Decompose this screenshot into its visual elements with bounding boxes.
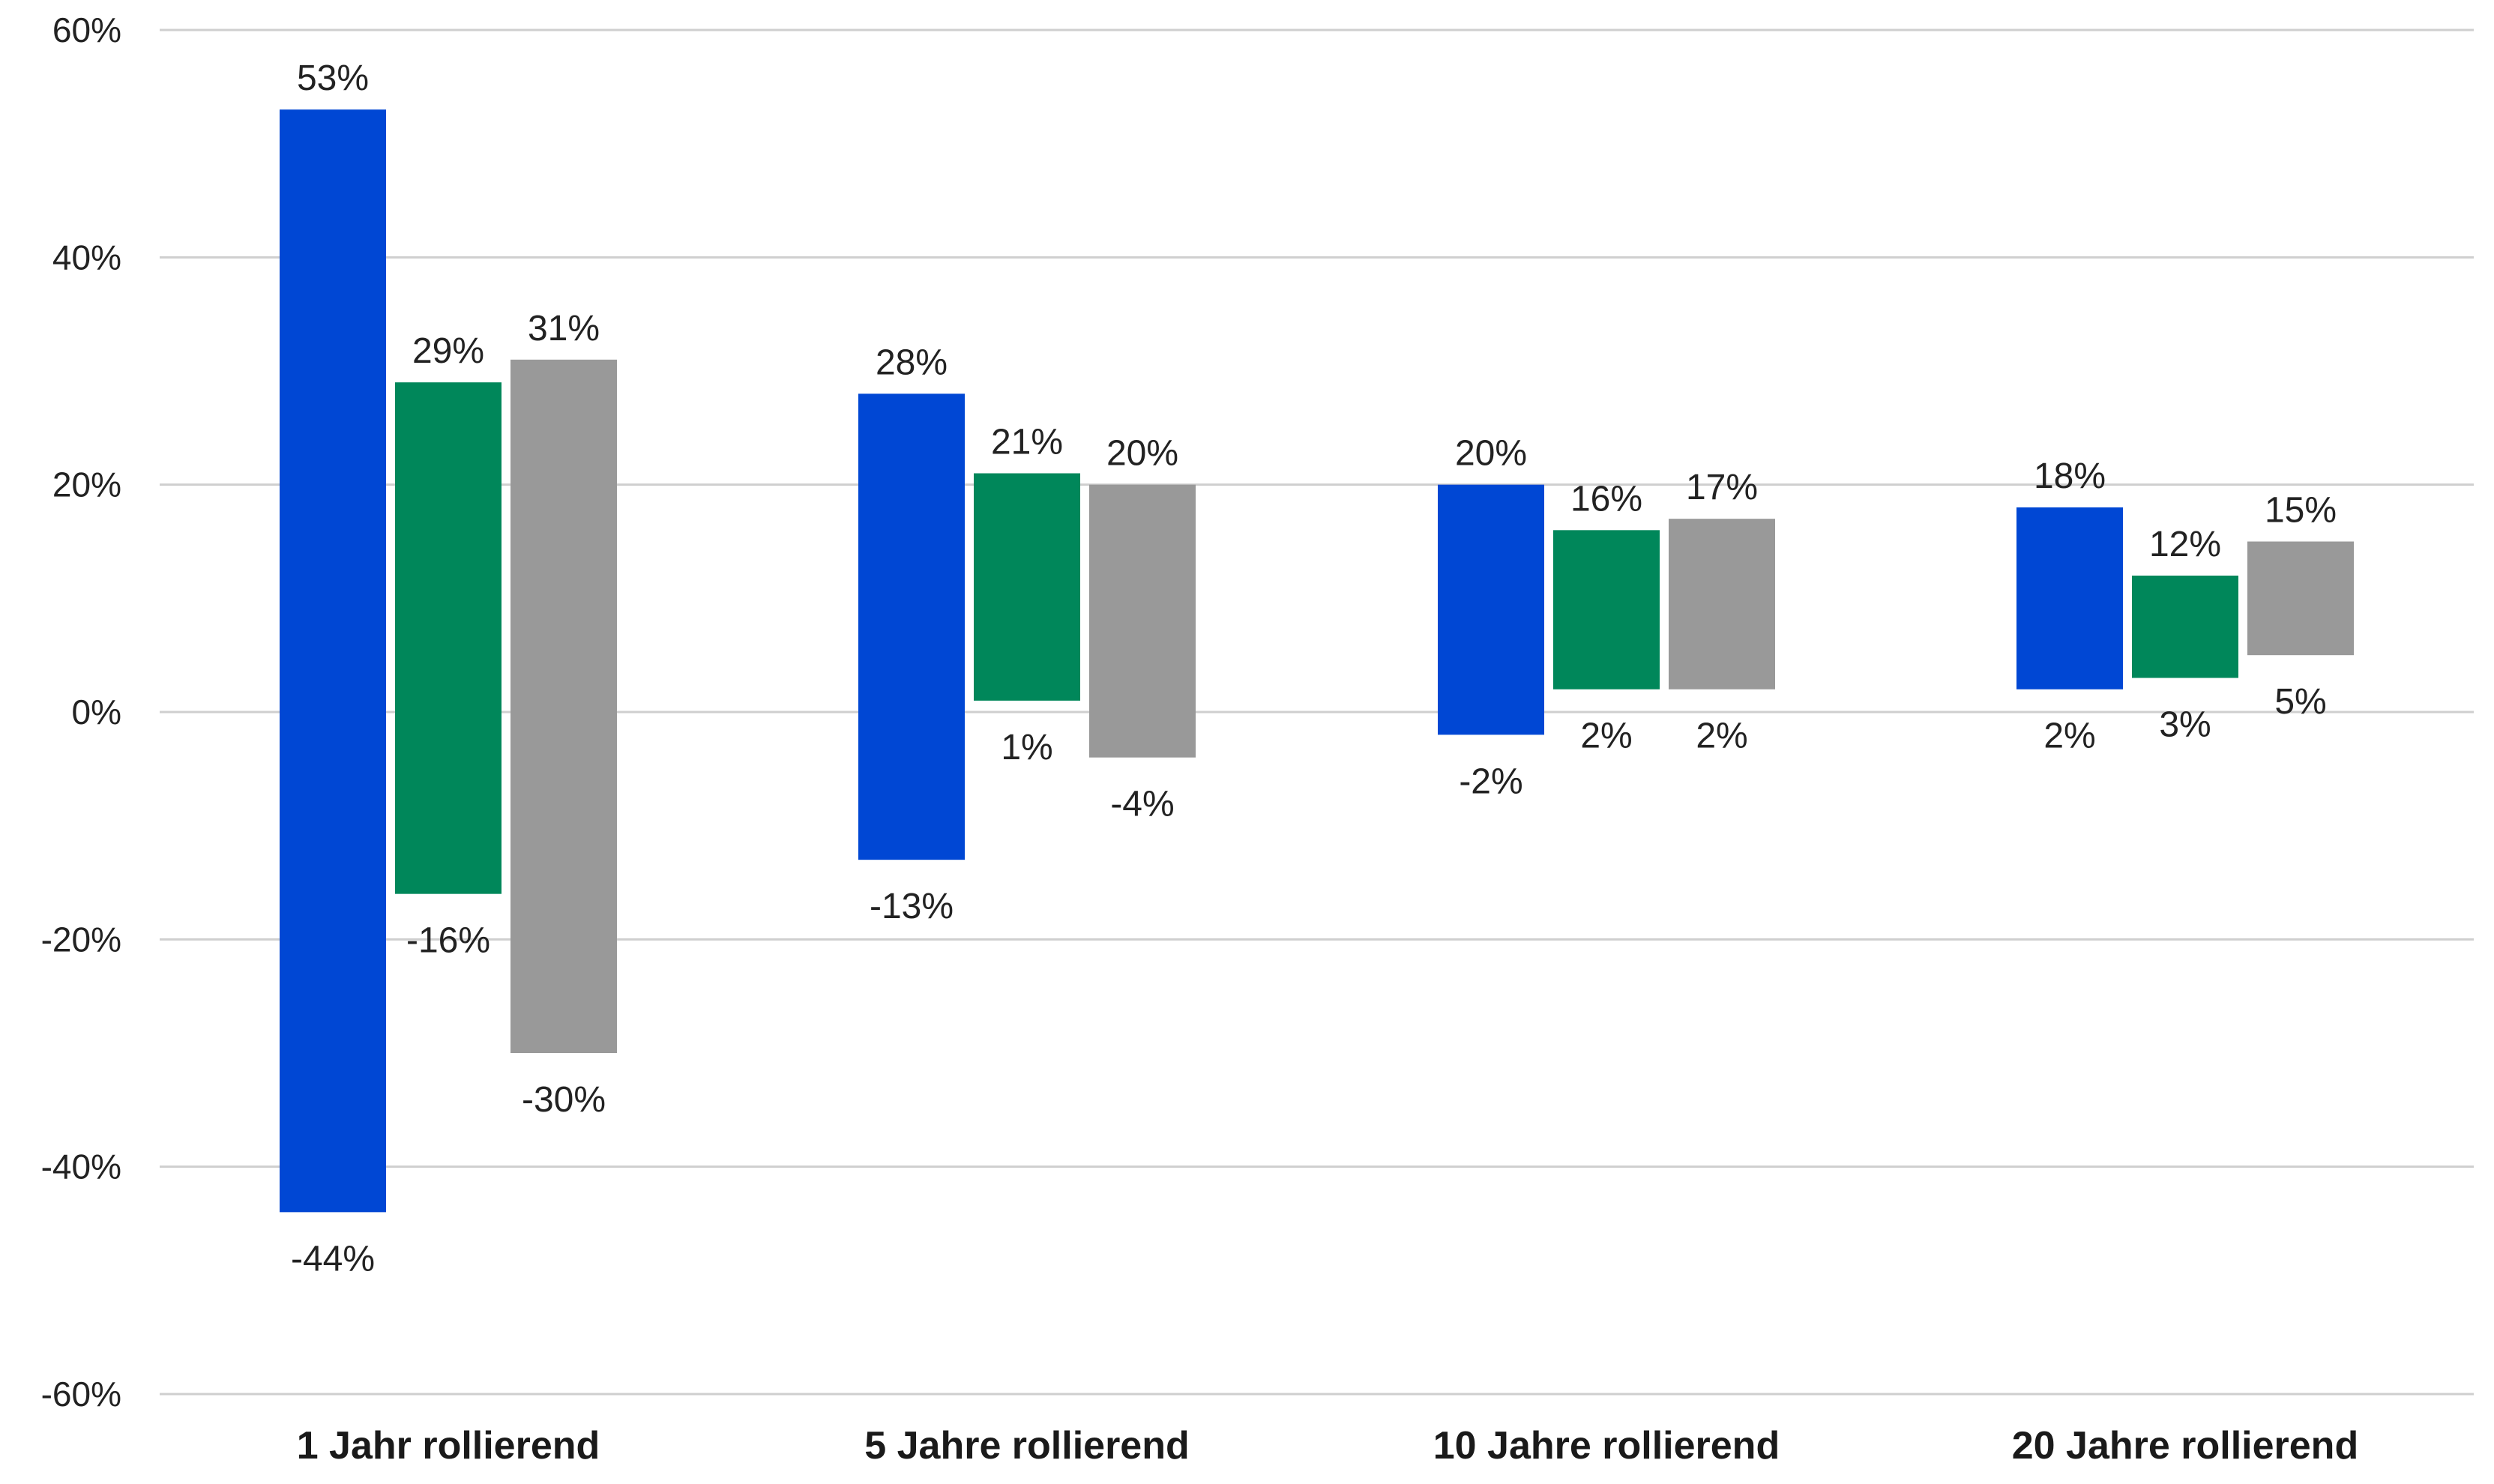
min-value-label: 5% bbox=[2274, 682, 2326, 722]
y-tick-label: -40% bbox=[41, 1147, 121, 1186]
min-value-label: 3% bbox=[2159, 705, 2211, 745]
range-bar bbox=[974, 473, 1080, 701]
max-value-label: 20% bbox=[1455, 434, 1527, 474]
y-tick-label: 40% bbox=[52, 238, 121, 277]
min-value-label: 2% bbox=[1696, 717, 1747, 756]
max-value-label: 29% bbox=[412, 331, 484, 371]
category-label: 10 Jahre rollierend bbox=[1433, 1424, 1780, 1468]
min-value-label: 1% bbox=[1001, 728, 1052, 767]
range-bar bbox=[1438, 484, 1544, 735]
range-bar bbox=[1089, 484, 1196, 758]
max-value-label: 18% bbox=[2034, 456, 2106, 496]
range-bar bbox=[1553, 530, 1660, 690]
bars bbox=[280, 109, 2354, 1213]
max-value-label: 53% bbox=[297, 58, 369, 98]
max-value-label: 17% bbox=[1686, 468, 1758, 507]
category-labels: 1 Jahr rollierend 5 Jahre rollierend 10 Ja… bbox=[297, 1424, 2359, 1468]
min-value-label: 2% bbox=[1580, 717, 1632, 756]
max-value-label: 20% bbox=[1106, 434, 1178, 474]
range-bar bbox=[858, 393, 965, 860]
data-labels: 53% -44% 29% -16% 31% -30% 28% -13% 21% 1% 20% -4% 2… bbox=[291, 58, 2337, 1279]
range-bar bbox=[395, 382, 501, 894]
max-value-label: 12% bbox=[2149, 525, 2221, 564]
y-tick-label: -20% bbox=[41, 920, 121, 959]
y-axis-tick-labels: 60% 40% 20% 0% -20% -40% -60% bbox=[41, 10, 121, 1414]
max-value-label: 16% bbox=[1570, 479, 1642, 519]
range-bar bbox=[1669, 519, 1775, 690]
min-value-label: -44% bbox=[291, 1239, 375, 1279]
min-value-label: -13% bbox=[870, 887, 954, 926]
y-tick-label: 0% bbox=[72, 693, 121, 732]
y-tick-label: 20% bbox=[52, 465, 121, 504]
max-value-label: 15% bbox=[2265, 491, 2337, 531]
range-bar bbox=[2132, 576, 2238, 678]
max-value-label: 28% bbox=[876, 343, 948, 382]
range-bar bbox=[280, 109, 386, 1213]
min-value-label: -2% bbox=[1459, 761, 1522, 801]
min-value-label: -4% bbox=[1110, 785, 1174, 824]
max-value-label: 31% bbox=[528, 309, 600, 349]
gridlines bbox=[160, 28, 2474, 1396]
range-bar bbox=[2016, 507, 2123, 690]
y-tick-label: 60% bbox=[52, 10, 121, 49]
min-value-label: -30% bbox=[522, 1080, 606, 1120]
y-tick-label: -60% bbox=[41, 1375, 121, 1414]
min-value-label: 2% bbox=[2043, 717, 2095, 756]
max-value-label: 21% bbox=[991, 423, 1063, 462]
range-bar bbox=[2247, 541, 2354, 656]
category-label: 5 Jahre rollierend bbox=[864, 1424, 1190, 1468]
category-label: 20 Jahre rollierend bbox=[2012, 1424, 2358, 1468]
category-label: 1 Jahr rollierend bbox=[297, 1424, 600, 1468]
range-bar bbox=[510, 359, 617, 1053]
min-value-label: -16% bbox=[406, 921, 490, 961]
